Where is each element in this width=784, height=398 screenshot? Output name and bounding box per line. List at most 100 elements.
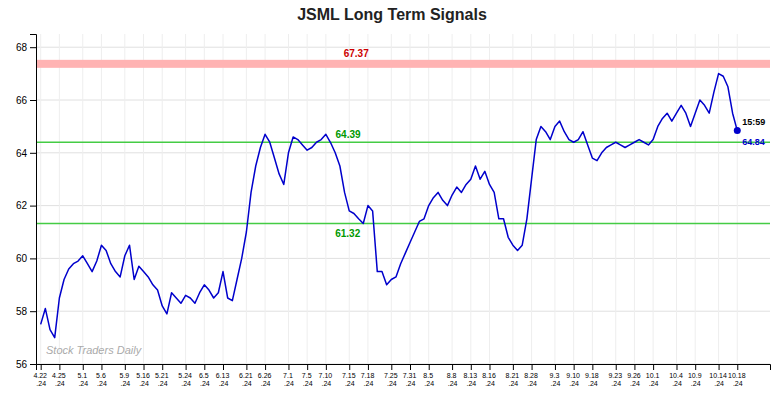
grid-line-y — [36, 311, 770, 312]
x-tick-label: 10.18 .24 — [728, 372, 747, 387]
x-tick-label-line: .24 — [219, 380, 229, 387]
grid-line-y — [36, 205, 770, 206]
x-tick: 7.1 .24 — [283, 364, 295, 387]
grid-line-x — [653, 34, 654, 364]
y-tick-mark — [30, 311, 36, 312]
x-tick-label-line: 5.6 — [96, 372, 108, 379]
x-tick-label-line: 9.3 — [550, 372, 562, 379]
x-tick-label-line: 10.18 — [728, 372, 747, 379]
y-tick-mark — [30, 206, 36, 207]
grid-line-x — [101, 34, 102, 364]
x-tick-label-line: 9.23 — [608, 372, 624, 379]
grid-line-x — [391, 34, 392, 364]
x-tick-label-line: 9.10 — [566, 372, 582, 379]
x-tick-label: 8.5 .24 — [423, 372, 435, 387]
grid-line-x — [512, 34, 513, 364]
grid-line-x — [573, 34, 574, 364]
x-tick-label-line: .24 — [649, 380, 659, 387]
x-tick-label-line: 9.26 — [627, 372, 643, 379]
annotations: 67.3764.3961.3215:5964.84Stock Traders D… — [46, 48, 765, 356]
grid-line-x — [737, 34, 738, 364]
x-tick-label: 7.15 .24 — [342, 372, 358, 387]
x-tick-mark — [204, 364, 205, 370]
watermark: Stock Traders Daily — [46, 344, 143, 356]
x-tick-label-line: .24 — [97, 380, 107, 387]
x-tick-label-line: .24 — [406, 380, 416, 387]
x-tick: 9.26 .24 — [627, 364, 643, 387]
y-tick-label: 58 — [16, 306, 28, 317]
x-tick: 8.5 .24 — [423, 364, 435, 387]
x-tick-label-line: .24 — [485, 380, 495, 387]
y-tick-mark — [30, 153, 36, 154]
x-tick-label: 7.18 .24 — [361, 372, 377, 387]
grid-line-x — [246, 34, 247, 364]
x-tick-label: 10.1 .24 — [646, 372, 662, 387]
grid-line-x — [40, 34, 41, 364]
x-tick-label: 7.10 .24 — [319, 372, 335, 387]
x-tick-label-line: 8.21 — [506, 372, 522, 379]
x-tick: 5.9 .24 — [119, 364, 131, 387]
x-tick-label-line: .24 — [448, 380, 458, 387]
grid-line-y — [36, 100, 770, 101]
x-tick-label: 7.25 .24 — [384, 372, 400, 387]
grid-line-x — [428, 34, 429, 364]
grid-line-x — [162, 34, 163, 364]
grid-line-x — [223, 34, 224, 364]
x-tick: 5.21 .24 — [155, 364, 171, 387]
y-tick-label: 60 — [16, 253, 28, 264]
x-tick-mark — [719, 364, 720, 370]
x-tick-label-line: .24 — [181, 380, 191, 387]
y-tick: 68 — [16, 42, 36, 53]
x-tick-label: 10.4 .24 — [669, 372, 685, 387]
y-tick-label: 68 — [16, 42, 28, 53]
x-tick-mark — [634, 364, 635, 370]
grid-line-x — [349, 34, 350, 364]
x-tick: 10.14 .24 — [709, 364, 728, 387]
x-tick-label-line: .24 — [284, 380, 294, 387]
grid-line-x — [410, 34, 411, 364]
x-tick-label: 5.9 .24 — [119, 372, 131, 387]
x-tick-mark — [83, 364, 84, 370]
x-tick-mark — [471, 364, 472, 370]
x-tick: 7.15 .24 — [342, 364, 358, 387]
reference-line — [36, 141, 770, 143]
x-tick-mark — [246, 364, 247, 370]
x-tick-label-line: 9.18 — [585, 372, 601, 379]
x-tick: 9.23 .24 — [608, 364, 624, 387]
x-tick-label: 10.9 .24 — [688, 372, 704, 387]
x-tick-mark — [326, 364, 327, 370]
x-tick: 7.5 .24 — [302, 364, 314, 387]
x-tick-mark — [349, 364, 350, 370]
grid-line-x — [288, 34, 289, 364]
x-tick-label-line: .24 — [672, 380, 682, 387]
x-axis: 4.22 .244.25 .245.1 .245.6 .245.9 .245.1… — [33, 364, 770, 387]
chart-container: JSML Long Term Signals4.22 .244.25 .245.… — [0, 0, 784, 398]
x-tick-label-line: .24 — [321, 380, 331, 387]
y-tick: 62 — [16, 200, 36, 211]
annotation: 61.32 — [335, 228, 360, 239]
x-tick-label-line: .24 — [139, 380, 149, 387]
grid-line-x — [531, 34, 532, 364]
x-tick-label: 6.26 .24 — [258, 372, 274, 387]
x-tick-label-line: .24 — [242, 380, 252, 387]
x-tick-label: 7.5 .24 — [302, 372, 314, 387]
x-tick-label-line: 10.1 — [646, 372, 662, 379]
x-tick-mark — [162, 364, 163, 370]
x-tick-label-line: .24 — [78, 380, 88, 387]
chart-svg: JSML Long Term Signals4.22 .244.25 .245.… — [0, 0, 784, 398]
x-tick: 4.22 .24 — [33, 364, 49, 387]
x-tick-mark — [223, 364, 224, 370]
x-tick-mark — [737, 364, 738, 370]
x-tick-label: 4.22 .24 — [33, 372, 49, 387]
price-line — [41, 74, 738, 338]
x-tick-label-line: 4.22 — [33, 372, 49, 379]
title: JSML Long Term Signals — [297, 6, 487, 23]
x-tick-mark — [41, 364, 42, 370]
x-tick: 10.1 .24 — [646, 364, 662, 387]
x-tick-label: 9.3 .24 — [550, 372, 562, 387]
x-tick-label-line: .24 — [200, 380, 210, 387]
x-tick-label-line: .24 — [733, 380, 743, 387]
x-tick-mark — [616, 364, 617, 370]
x-tick-label-line: 5.16 — [136, 372, 152, 379]
x-tick: 6.5 .24 — [199, 364, 211, 387]
